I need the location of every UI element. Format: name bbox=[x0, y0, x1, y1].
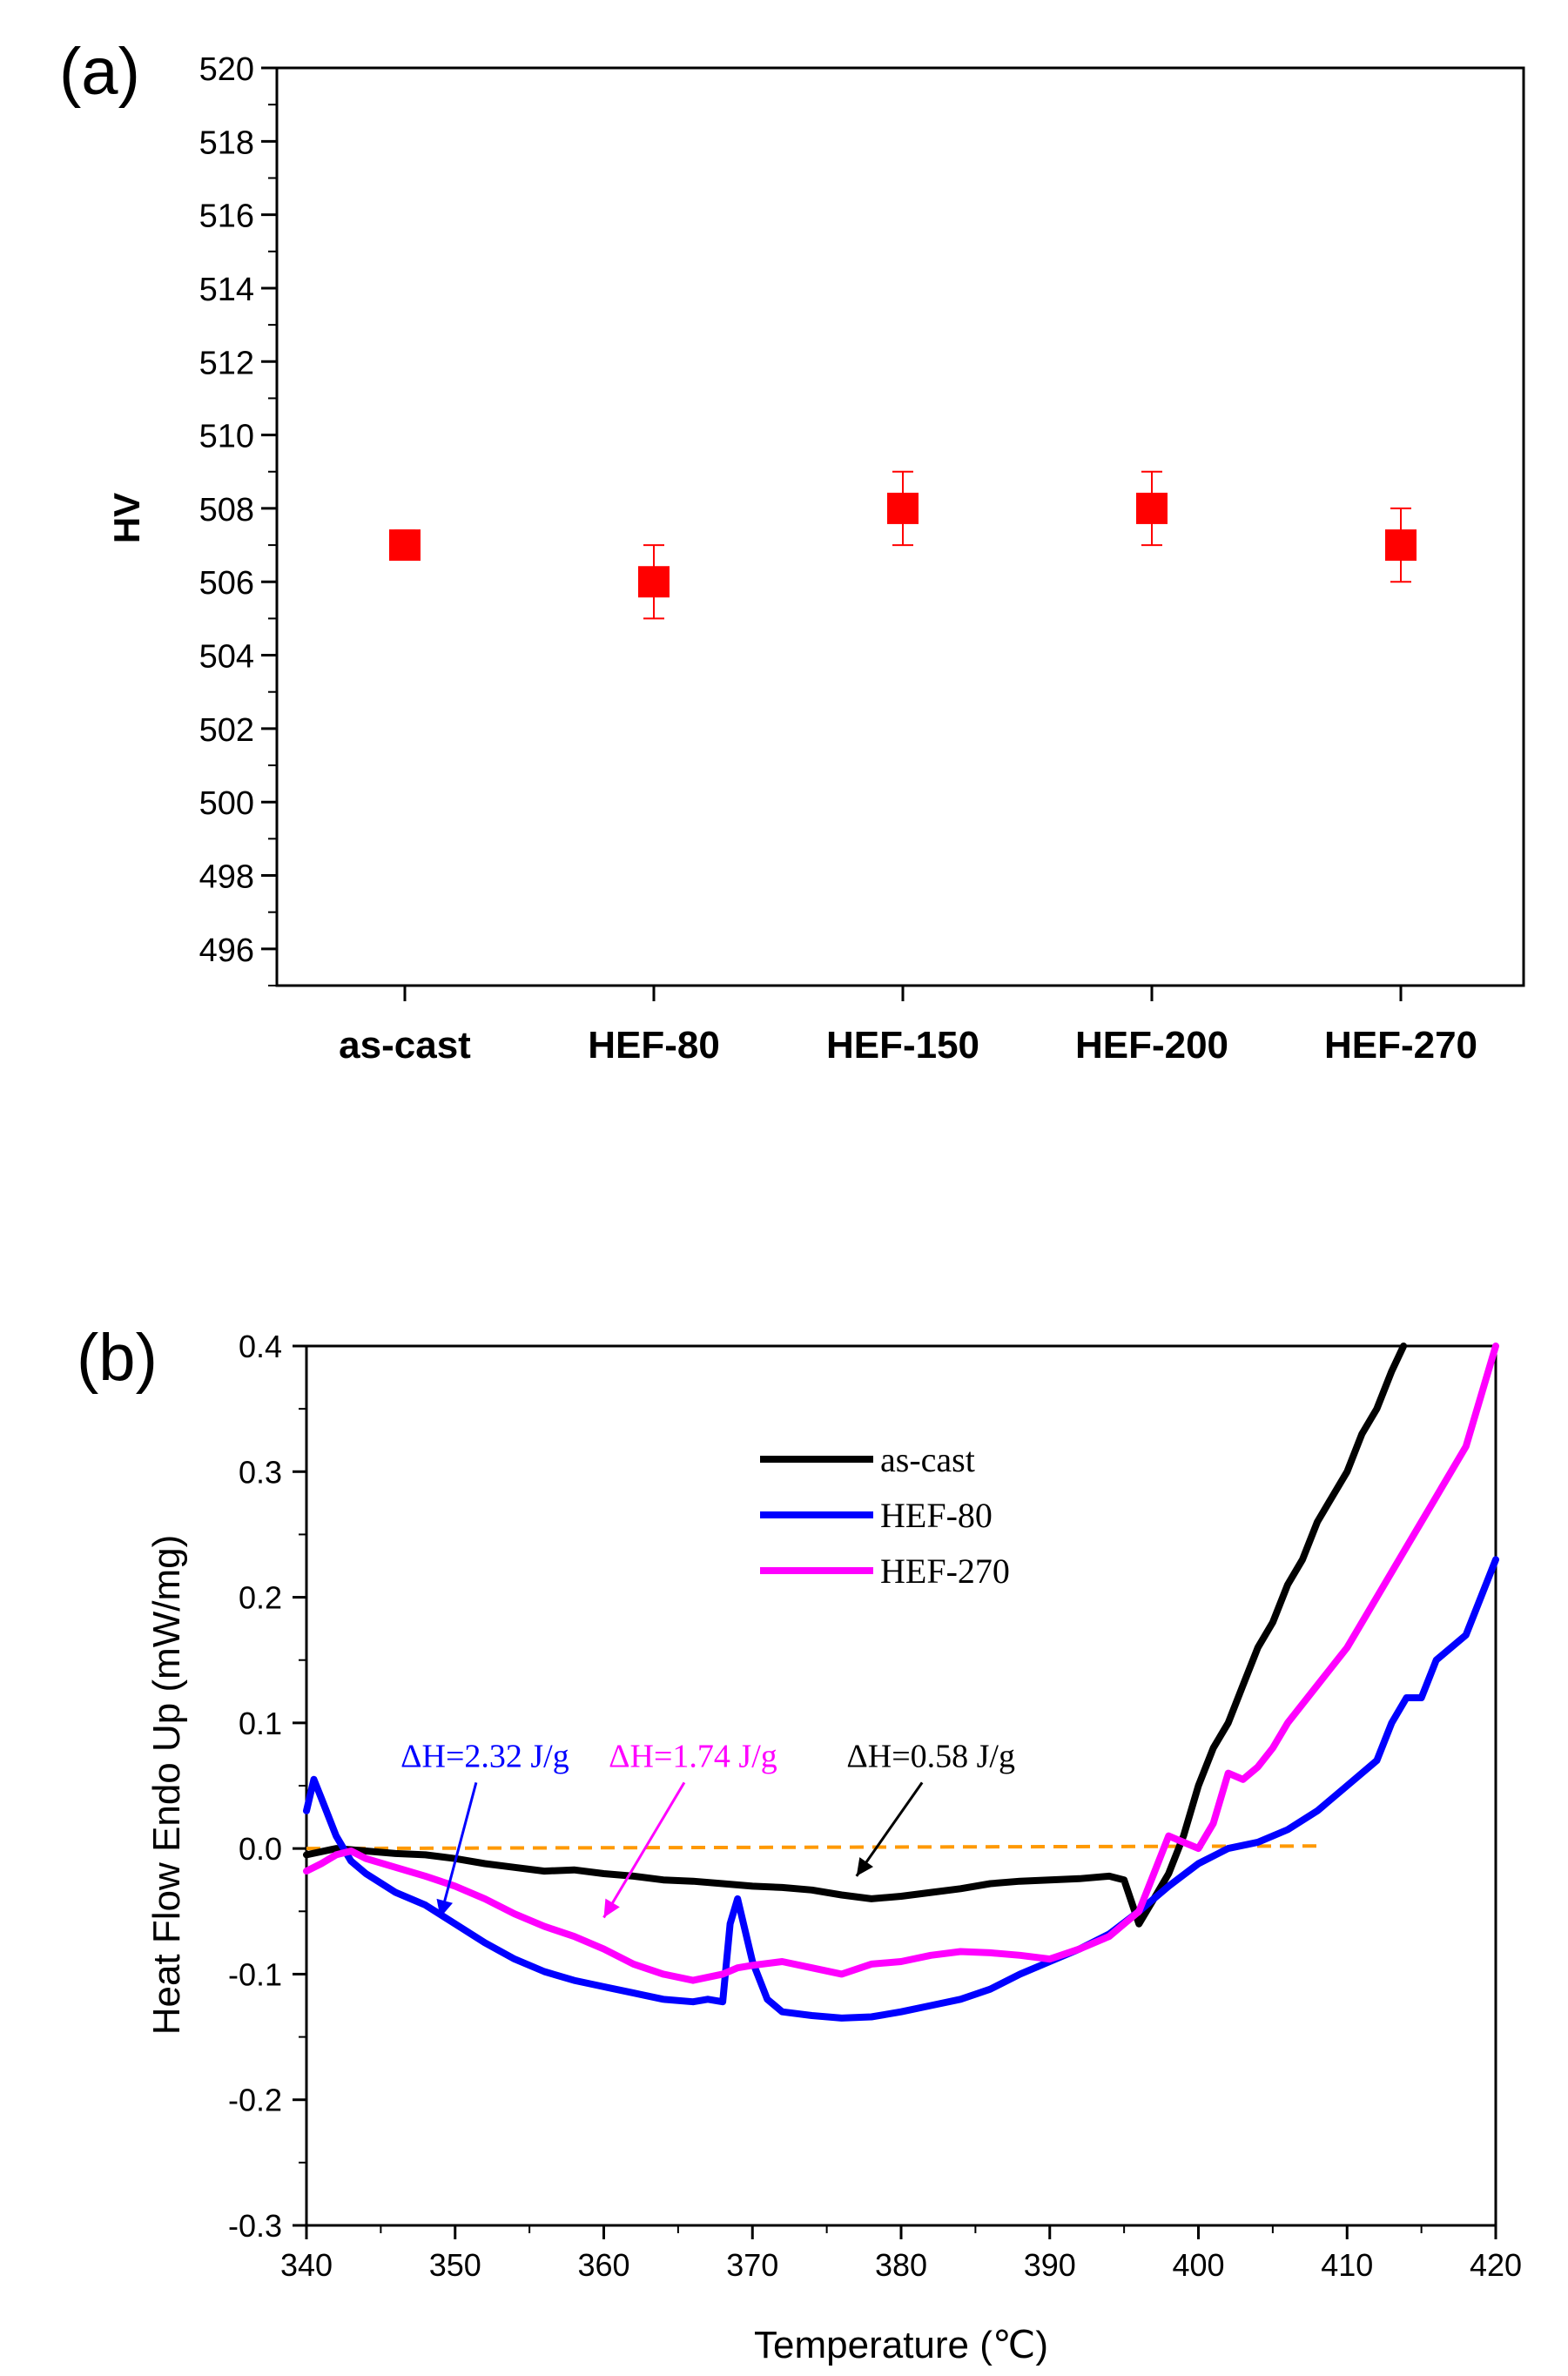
x-tick-label: HEF-150 bbox=[826, 1024, 979, 1067]
panel-a-y-axis: 496 498 500 502 504 506 508 510 512 514 516 518 520 bbox=[199, 51, 277, 986]
y-tick-label: 0.4 bbox=[239, 1329, 282, 1364]
y-tick-label: -0.3 bbox=[228, 2208, 282, 2244]
annotation-label: ΔH=1.74 J/g bbox=[609, 1738, 777, 1774]
y-tick-label: 506 bbox=[199, 565, 254, 602]
y-tick-label: 0.0 bbox=[239, 1831, 282, 1867]
square-marker bbox=[389, 529, 421, 562]
y-tick-label: 518 bbox=[199, 125, 254, 161]
x-tick-label: HEF-270 bbox=[1324, 1024, 1477, 1067]
annotation-arrow-shaft bbox=[439, 1781, 478, 1918]
y-tick-label: 0.2 bbox=[239, 1580, 282, 1616]
panel-b: (b) -0.3 -0.2 -0.1 0.0 0.1 0.2 0.3 0.4 340 350 36… bbox=[77, 1321, 1522, 2366]
panel-b-legend: as-cast HEF-80 HEF-270 bbox=[760, 1440, 1010, 1591]
data-point-HEF-200 bbox=[1136, 470, 1168, 547]
annotation-arrow-shaft bbox=[855, 1781, 924, 1877]
data-point-HEF-270 bbox=[1385, 507, 1417, 583]
panel-b-label: (b) bbox=[77, 1321, 158, 1395]
panel-a-label: (a) bbox=[59, 35, 140, 109]
annotation-arrow-shaft bbox=[602, 1781, 686, 1919]
legend-label-as-cast: as-cast bbox=[880, 1440, 975, 1479]
annotation-arrow-head bbox=[603, 1898, 620, 1918]
y-tick-label: 0.3 bbox=[239, 1454, 282, 1490]
panel-a: (a) 496 498 500 502 504 506 508 510 512 514 516 518… bbox=[59, 35, 1525, 1067]
y-tick-label: 502 bbox=[199, 712, 254, 749]
square-marker bbox=[1385, 529, 1417, 562]
y-tick-label: 500 bbox=[199, 785, 254, 822]
x-tick-label: 420 bbox=[1470, 2247, 1522, 2283]
annotation-arrow-head bbox=[856, 1857, 873, 1876]
annotation-label: ΔH=0.58 J/g bbox=[846, 1738, 1015, 1774]
y-tick-label: 504 bbox=[199, 639, 254, 676]
x-tick-label: 350 bbox=[429, 2247, 481, 2283]
data-point-HEF-150 bbox=[887, 470, 919, 547]
y-tick-label: -0.2 bbox=[228, 2083, 282, 2118]
legend-label-HEF-270: HEF-270 bbox=[880, 1551, 1010, 1591]
legend-label-HEF-80: HEF-80 bbox=[880, 1496, 993, 1535]
x-tick-label: 340 bbox=[280, 2247, 333, 2283]
x-tick-label: as-cast bbox=[339, 1024, 471, 1067]
y-tick-label: 0.1 bbox=[239, 1706, 282, 1741]
x-tick-label: HEF-80 bbox=[588, 1024, 720, 1067]
panel-b-y-axis: -0.3 -0.2 -0.1 0.0 0.1 0.2 0.3 0.4 bbox=[228, 1329, 306, 2244]
series-line-as-cast bbox=[303, 1343, 1408, 1928]
y-tick-label: -0.1 bbox=[228, 1956, 282, 1992]
square-marker bbox=[1136, 492, 1168, 524]
x-tick-label: 380 bbox=[875, 2247, 927, 2283]
y-tick-label: 498 bbox=[199, 859, 254, 896]
x-tick-label: 410 bbox=[1321, 2247, 1373, 2283]
x-tick-label: 360 bbox=[577, 2247, 629, 2283]
square-marker bbox=[638, 566, 670, 598]
y-tick-label: 514 bbox=[199, 272, 254, 308]
panel-a-plot-frame bbox=[275, 66, 1525, 987]
y-tick-label: 496 bbox=[199, 932, 254, 969]
annotation-arrow-head bbox=[436, 1898, 454, 1918]
x-tick-label: 390 bbox=[1024, 2247, 1076, 2283]
panel-b-x-axis-title: Temperature (℃) bbox=[754, 2324, 1048, 2366]
y-tick-label: 508 bbox=[199, 492, 254, 528]
x-tick-label: 400 bbox=[1172, 2247, 1224, 2283]
data-point-as-cast bbox=[389, 529, 421, 562]
panel-a-data-marks bbox=[389, 470, 1417, 620]
square-marker bbox=[887, 492, 919, 524]
panel-b-annotations: ΔH=2.32 J/g ΔH=1.74 J/g ΔH=0.58 J/g bbox=[400, 1738, 1015, 1919]
y-tick-label: 520 bbox=[199, 51, 254, 88]
panel-a-y-axis-title: HV bbox=[106, 493, 147, 543]
x-tick-label: HEF-200 bbox=[1075, 1024, 1228, 1067]
series-line-HEF-270 bbox=[303, 1343, 1499, 1984]
series-line-HEF-80 bbox=[303, 1556, 1499, 2022]
panel-a-x-axis: as-cast HEF-80 HEF-150 HEF-200 HEF-270 bbox=[339, 986, 1477, 1067]
panel-b-series-lines bbox=[303, 1343, 1499, 2022]
baseline-dashed-line bbox=[306, 1844, 1318, 1851]
annotation-label: ΔH=2.32 J/g bbox=[400, 1738, 569, 1774]
panel-b-y-axis-title: Heat Flow Endo Up (mW/mg) bbox=[145, 1535, 188, 2036]
x-tick-label: 370 bbox=[726, 2247, 778, 2283]
y-tick-label: 516 bbox=[199, 199, 254, 235]
panel-b-x-axis: 340 350 360 370 380 390 400 410 420 bbox=[280, 2225, 1522, 2283]
y-tick-label: 512 bbox=[199, 345, 254, 381]
y-tick-label: 510 bbox=[199, 419, 254, 455]
data-point-HEF-80 bbox=[638, 544, 670, 620]
